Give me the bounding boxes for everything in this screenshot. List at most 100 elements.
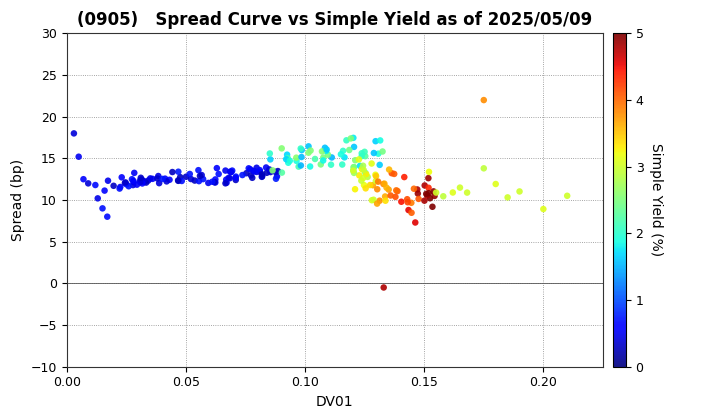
Point — [345, 135, 356, 142]
Point — [412, 186, 423, 193]
Point — [153, 180, 165, 186]
Point — [152, 175, 163, 182]
Point — [315, 161, 327, 168]
Point — [359, 182, 370, 189]
Point — [336, 161, 348, 168]
Point — [248, 168, 260, 175]
Point — [348, 167, 359, 174]
Point — [78, 176, 89, 183]
Point — [210, 179, 221, 186]
Point — [379, 180, 390, 187]
Point — [172, 177, 184, 184]
Point — [265, 169, 276, 176]
Point — [381, 184, 392, 191]
Point — [321, 146, 333, 153]
Point — [176, 178, 187, 184]
Point — [377, 148, 388, 155]
Point — [349, 186, 361, 193]
Point — [68, 130, 80, 137]
Point — [138, 178, 150, 185]
Point — [251, 164, 262, 171]
Point — [362, 173, 374, 180]
Point — [316, 148, 328, 155]
Point — [96, 205, 108, 212]
Point — [161, 178, 172, 185]
Point — [348, 167, 359, 174]
Point — [230, 174, 241, 181]
Point — [248, 168, 259, 174]
Point — [447, 189, 459, 196]
Point — [264, 166, 275, 173]
Point — [366, 160, 377, 167]
Point — [478, 97, 490, 103]
Point — [127, 182, 139, 189]
Point — [490, 181, 501, 187]
Point — [128, 179, 140, 186]
Point — [402, 199, 413, 205]
Point — [364, 182, 376, 189]
Point — [147, 176, 158, 182]
Point — [419, 182, 431, 189]
Point — [163, 176, 175, 183]
Point — [353, 156, 364, 163]
Point — [420, 191, 432, 197]
Point — [392, 188, 403, 194]
Point — [405, 200, 417, 206]
Point — [356, 177, 367, 184]
Point — [383, 186, 395, 193]
Point — [123, 183, 135, 189]
Point — [343, 147, 355, 153]
Point — [389, 171, 400, 177]
Point — [209, 179, 220, 186]
Point — [282, 159, 294, 166]
Point — [210, 176, 221, 183]
Point — [282, 151, 293, 158]
Point — [291, 158, 302, 164]
Point — [361, 171, 372, 178]
Point — [197, 176, 209, 182]
Point — [174, 174, 186, 181]
Point — [360, 170, 372, 176]
Point — [412, 190, 423, 197]
Point — [478, 165, 490, 172]
Point — [254, 167, 266, 173]
Point — [293, 163, 305, 170]
Point — [348, 170, 360, 176]
Point — [270, 176, 282, 182]
Point — [303, 143, 315, 150]
Point — [119, 180, 130, 186]
Point — [423, 190, 434, 197]
Point — [143, 177, 154, 184]
Point — [207, 178, 218, 185]
Point — [379, 197, 391, 204]
Point — [261, 164, 272, 171]
Point — [368, 197, 379, 203]
Point — [423, 168, 435, 175]
Point — [390, 194, 401, 200]
Point — [335, 151, 346, 158]
Point — [423, 184, 434, 191]
Point — [322, 151, 333, 158]
Point — [359, 153, 371, 160]
Point — [213, 171, 225, 177]
Point — [261, 169, 273, 176]
Point — [245, 166, 256, 173]
Point — [296, 154, 307, 160]
Point — [121, 181, 132, 188]
Point — [370, 173, 382, 179]
Point — [145, 175, 156, 182]
Point — [338, 154, 350, 161]
Point — [185, 176, 197, 182]
Point — [296, 147, 307, 153]
Point — [326, 154, 338, 161]
Point — [538, 206, 549, 213]
Point — [408, 185, 420, 192]
Point — [89, 182, 101, 189]
Point — [431, 189, 442, 196]
Point — [325, 161, 337, 168]
Point — [251, 168, 262, 175]
Point — [173, 178, 184, 184]
Point — [374, 162, 385, 168]
Point — [264, 150, 276, 157]
Point — [159, 175, 171, 182]
